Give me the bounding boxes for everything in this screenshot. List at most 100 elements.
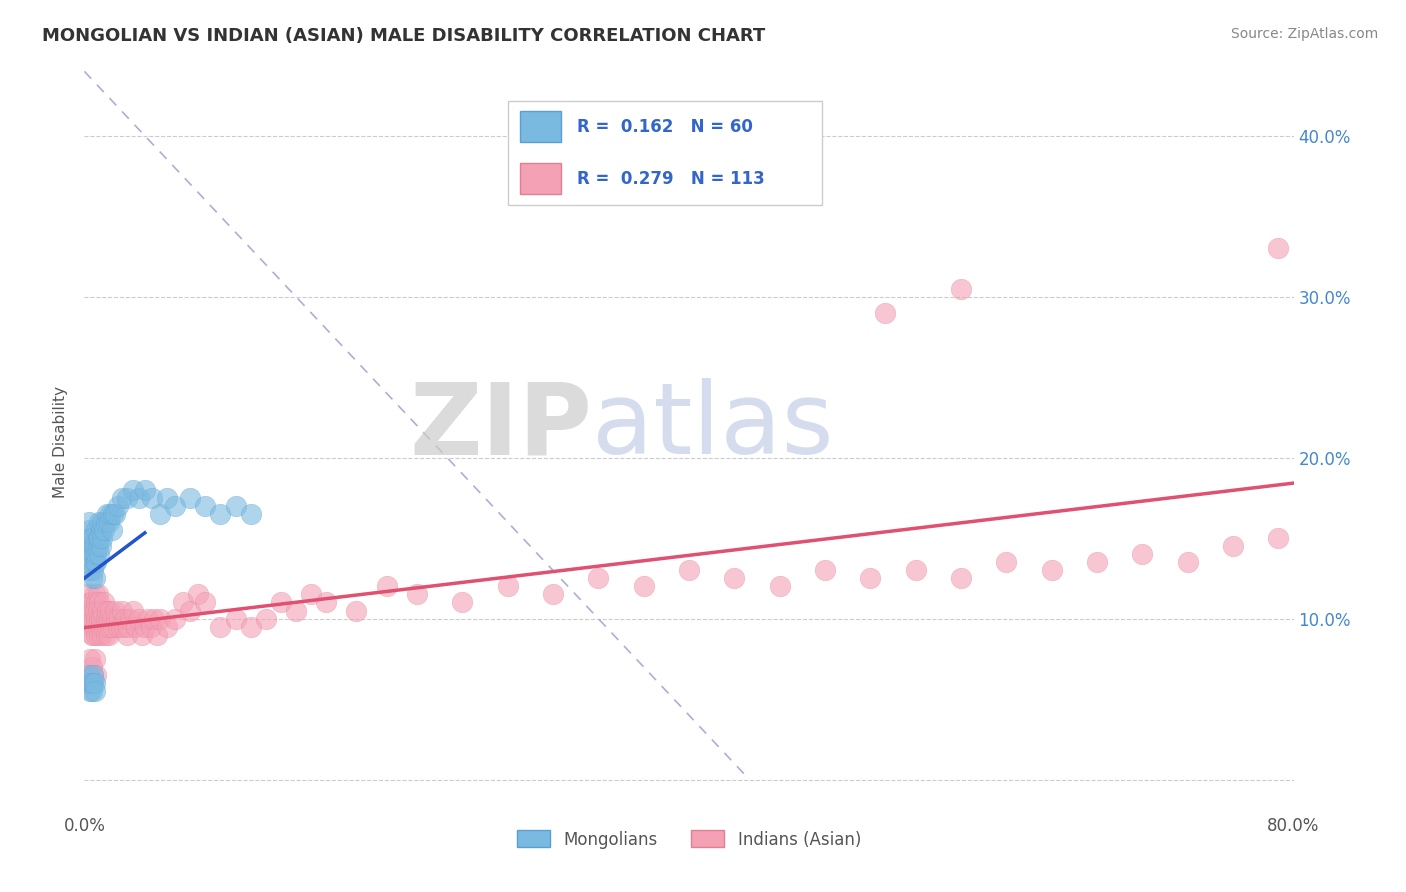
- Point: [79, 539, 101, 553]
- Point: [93, 595, 115, 609]
- Point: [107, 499, 129, 513]
- Point: [91, 603, 114, 617]
- Point: [82, 628, 104, 642]
- Point: [105, 611, 128, 625]
- Point: [84, 619, 107, 633]
- Point: [112, 619, 135, 633]
- Point: [149, 611, 172, 625]
- Point: [82, 668, 104, 682]
- Point: [86, 523, 108, 537]
- Point: [541, 587, 564, 601]
- Point: [100, 523, 122, 537]
- Point: [1177, 555, 1199, 569]
- Point: [209, 619, 232, 633]
- Y-axis label: Male Disability: Male Disability: [53, 385, 69, 498]
- Point: [94, 628, 117, 642]
- Point: [950, 282, 973, 296]
- Point: [80, 571, 103, 585]
- Point: [299, 587, 322, 601]
- Point: [84, 587, 107, 601]
- Point: [875, 306, 897, 320]
- Point: [451, 595, 474, 609]
- Point: [111, 491, 134, 505]
- Point: [86, 595, 108, 609]
- Point: [80, 595, 103, 609]
- Point: [86, 611, 108, 625]
- Point: [77, 603, 100, 617]
- Point: [254, 611, 277, 625]
- Point: [172, 595, 194, 609]
- Point: [82, 668, 104, 682]
- Point: [77, 676, 100, 690]
- Point: [87, 603, 110, 617]
- Point: [375, 579, 398, 593]
- Point: [86, 628, 108, 642]
- Point: [156, 619, 179, 633]
- Point: [84, 684, 107, 698]
- Point: [79, 684, 101, 698]
- Point: [96, 619, 118, 633]
- Point: [79, 676, 101, 690]
- Point: [588, 571, 610, 585]
- Point: [149, 507, 172, 521]
- Point: [225, 499, 247, 513]
- Point: [346, 603, 368, 617]
- Point: [134, 483, 156, 497]
- Point: [77, 523, 100, 537]
- Point: [84, 603, 107, 617]
- Point: [121, 603, 143, 617]
- Point: [86, 668, 108, 682]
- Point: [165, 499, 187, 513]
- Point: [94, 611, 117, 625]
- Point: [723, 571, 745, 585]
- Point: [115, 491, 138, 505]
- Point: [80, 628, 103, 642]
- Point: [814, 563, 837, 577]
- Point: [165, 611, 187, 625]
- Point: [89, 515, 111, 529]
- Point: [134, 619, 156, 633]
- Point: [115, 628, 138, 642]
- Point: [633, 579, 655, 593]
- Point: [187, 587, 209, 601]
- Point: [156, 491, 179, 505]
- Point: [89, 611, 111, 625]
- Point: [96, 507, 118, 521]
- Point: [995, 555, 1018, 569]
- Point: [142, 611, 165, 625]
- Point: [128, 491, 150, 505]
- Point: [406, 587, 429, 601]
- Point: [87, 539, 110, 553]
- Point: [79, 531, 101, 545]
- Point: [239, 619, 262, 633]
- Point: [100, 611, 122, 625]
- Point: [90, 539, 112, 553]
- Point: [87, 587, 110, 601]
- Point: [496, 579, 519, 593]
- Point: [80, 676, 103, 690]
- Point: [97, 611, 120, 625]
- Point: [86, 555, 108, 569]
- Point: [118, 611, 141, 625]
- Point: [80, 555, 103, 569]
- Point: [79, 595, 101, 609]
- Point: [270, 595, 292, 609]
- Point: [1085, 555, 1108, 569]
- Point: [82, 531, 104, 545]
- Point: [80, 684, 103, 698]
- Point: [80, 611, 103, 625]
- Point: [1222, 539, 1244, 553]
- Point: [87, 619, 110, 633]
- Point: [94, 515, 117, 529]
- Point: [769, 579, 792, 593]
- Point: [86, 547, 108, 561]
- Point: [84, 652, 107, 666]
- Point: [82, 563, 104, 577]
- Point: [128, 611, 150, 625]
- Legend: Mongolians, Indians (Asian): Mongolians, Indians (Asian): [510, 823, 868, 855]
- Text: ZIP: ZIP: [409, 378, 592, 475]
- Point: [136, 611, 159, 625]
- Point: [98, 619, 121, 633]
- Point: [80, 547, 103, 561]
- Point: [131, 628, 153, 642]
